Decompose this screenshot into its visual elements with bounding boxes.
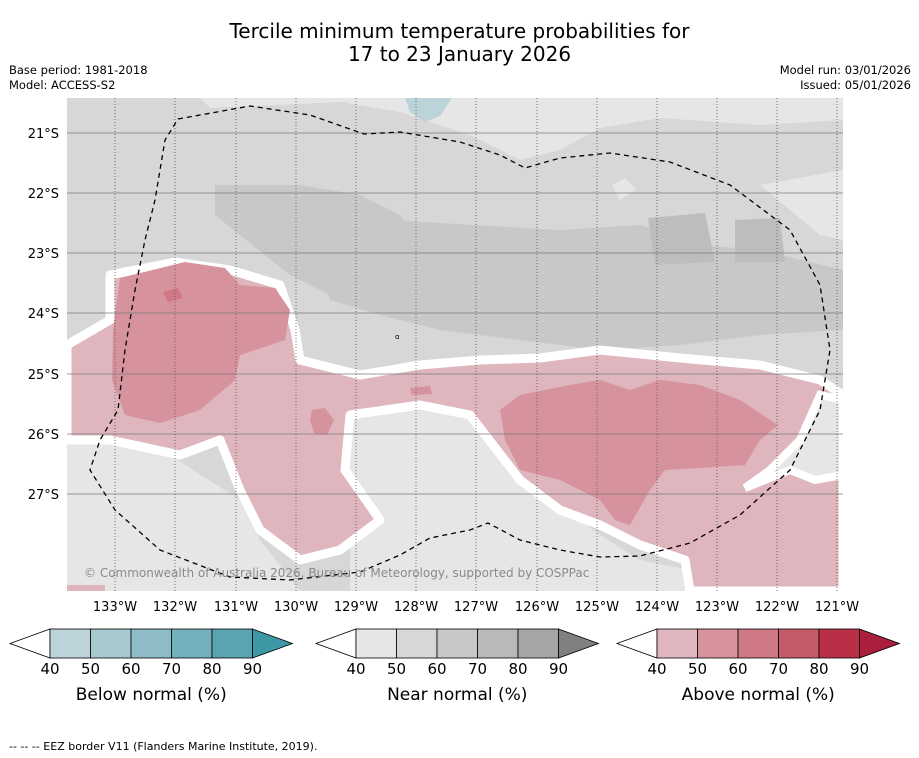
lon-label-124: 124°W [635, 600, 679, 615]
below-normal-colorbar-segment [211, 628, 253, 659]
lat-label-27: 27°S [28, 488, 59, 503]
below-normal-tick-label: 50 [80, 660, 101, 678]
lon-label-122: 122°W [755, 600, 799, 615]
colorbars [8, 628, 901, 659]
lon-label-121: 121°W [815, 600, 859, 615]
below-normal-colorbar-max-extension [252, 628, 294, 659]
near-normal-tick-label: 50 [386, 660, 407, 678]
copyright-text: © Commonwealth of Australia 2026, Bureau… [84, 566, 589, 580]
island-marker: ɑ [395, 333, 399, 341]
lon-label-127: 127°W [454, 600, 498, 615]
above-normal-colorbar-min-extension [615, 628, 658, 659]
grid-latitude [67, 132, 843, 495]
near-normal-colorbar-segment [436, 628, 478, 659]
near-normal-40-area-southwest [67, 440, 300, 591]
below-normal-colorbar-segment [130, 628, 172, 659]
below-normal-colorbar-segment [90, 628, 132, 659]
lat-label-23: 23°S [28, 247, 59, 262]
near-normal-tick-label: 40 [346, 660, 366, 678]
chart-title-line2: 17 to 23 January 2026 [347, 42, 572, 66]
near-normal-colorbar-min-extension [314, 628, 357, 659]
lat-label-22: 22°S [28, 187, 59, 202]
lon-label-133: 133°W [93, 600, 137, 615]
near-normal-40-area-east [760, 170, 843, 240]
above-normal-50-area-west [112, 262, 290, 423]
lon-label-125: 125°W [575, 600, 619, 615]
issued-date: Issued: 05/01/2026 [800, 78, 911, 92]
model-name: Model: ACCESS-S2 [9, 78, 116, 92]
near-normal-tick-label: 70 [467, 660, 488, 678]
below-normal-colorbar-min-extension [8, 628, 51, 659]
above-normal-50-area-east [500, 380, 778, 525]
lat-label-26: 26°S [28, 428, 59, 443]
below-normal-tick-label: 40 [40, 660, 60, 678]
near-normal-colorbar-segment [355, 628, 397, 659]
eez-border [89, 105, 831, 581]
above-normal-colorbar-segment [778, 628, 820, 659]
probability-field [67, 98, 843, 591]
near-normal-40-patch [612, 178, 636, 200]
above-normal-colorbar-label: Above normal (%) [681, 685, 835, 705]
near-normal-colorbar-segment [396, 628, 438, 659]
above-normal-tick-label: 70 [768, 660, 789, 678]
below-normal-colorbar-segment [171, 628, 213, 659]
below-normal-tick-label: 60 [121, 660, 141, 678]
lon-label-131: 131°W [214, 600, 258, 615]
lat-label-24: 24°S [28, 307, 59, 322]
below-normal-colorbar-label: Below normal (%) [75, 685, 227, 705]
longitude-labels: 133°W 132°W 131°W 130°W 129°W 128°W 127°… [93, 600, 859, 615]
above-normal-colorbar-segment [697, 628, 739, 659]
lon-label-129: 129°W [334, 600, 378, 615]
eez-footnote: -- -- -- EEZ border V11 (Flanders Marine… [9, 740, 318, 753]
above-normal-colorbar-segment [818, 628, 860, 659]
near-normal-tick-label: 80 [508, 660, 528, 678]
above-normal-colorbar-segment [737, 628, 779, 659]
lon-label-128: 128°W [394, 600, 438, 615]
lat-label-25: 25°S [28, 368, 59, 383]
near-normal-40-gap-southeast [742, 390, 843, 492]
below-normal-tick-label: 70 [161, 660, 182, 678]
near-normal-tick-label: 90 [548, 660, 569, 678]
near-normal-70-patch-2 [735, 218, 785, 262]
near-normal-colorbar-segment [517, 628, 559, 659]
near-normal-colorbar-max-extension [558, 628, 600, 659]
below-normal-colorbar-segment [49, 628, 91, 659]
below-normal-40-area [405, 98, 452, 122]
above-normal-tick-label: 40 [647, 660, 667, 678]
above-normal-50-patch [310, 408, 334, 435]
below-normal-tick-label: 80 [202, 660, 222, 678]
lon-label-123: 123°W [695, 600, 739, 615]
near-normal-70-patch-1 [648, 213, 715, 265]
lon-label-130: 130°W [274, 600, 318, 615]
grid-longitude [114, 98, 838, 591]
above-normal-colorbar-max-extension [859, 628, 901, 659]
near-normal-colorbar-segment [477, 628, 519, 659]
above-normal-50-patch-2 [410, 386, 432, 395]
above-normal-sliver [67, 585, 105, 591]
lon-label-132: 132°W [153, 600, 197, 615]
above-normal-60-patch [163, 288, 183, 302]
latitude-labels: 21°S 22°S 23°S 24°S 25°S 26°S 27°S [28, 127, 59, 503]
chart-title-line1: Tercile minimum temperature probabilitie… [229, 19, 690, 43]
above-normal-tick-label: 60 [728, 660, 748, 678]
near-normal-40-area-south [350, 405, 690, 591]
below-normal-tick-label: 90 [242, 660, 263, 678]
near-normal-tick-label: 60 [427, 660, 447, 678]
near-normal-40-area-north [67, 98, 843, 160]
lat-label-21: 21°S [28, 127, 59, 142]
near-normal-colorbar-label: Near normal (%) [387, 685, 528, 705]
above-normal-colorbar-segment [656, 628, 698, 659]
above-normal-tick-label: 90 [849, 660, 870, 678]
above-normal-tick-label: 80 [809, 660, 829, 678]
model-run: Model run: 03/01/2026 [779, 63, 911, 77]
lon-label-126: 126°W [515, 600, 559, 615]
above-normal-tick-label: 50 [687, 660, 708, 678]
near-normal-60-patch-3 [558, 240, 585, 270]
base-period: Base period: 1981-2018 [9, 63, 148, 77]
